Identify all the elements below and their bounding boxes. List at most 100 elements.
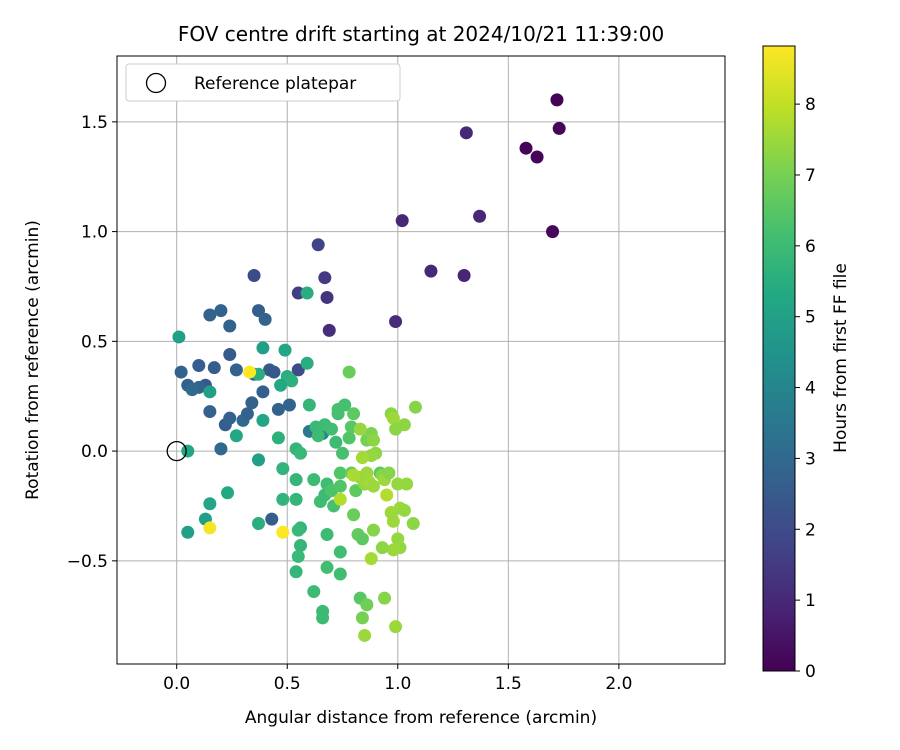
data-point [333,567,347,581]
x-tick-label: 0.0 [163,674,190,694]
data-point [229,363,243,377]
data-point [240,407,254,421]
data-point [355,532,369,546]
data-point [397,503,411,517]
colorbar-tick-label: 5 [805,308,816,328]
y-tick-label: 0.0 [81,442,108,462]
data-point [320,527,334,541]
data-point [400,477,414,491]
data-point [459,126,473,140]
data-point [247,268,261,282]
data-point [342,365,356,379]
data-point [546,225,560,239]
data-point [406,517,420,531]
data-point [207,361,221,375]
data-point [389,620,403,634]
data-point [307,473,321,487]
data-point [324,422,338,436]
x-tick-label: 2.0 [605,674,632,694]
data-point [289,473,303,487]
data-point [550,93,564,107]
data-point [302,398,316,412]
x-tick-label: 1.0 [384,674,411,694]
data-points [172,93,566,642]
data-point [333,466,347,480]
data-point [318,271,332,285]
data-point [375,541,389,555]
data-point [380,488,394,502]
data-point [338,398,352,412]
data-point [366,479,380,493]
data-point [276,492,290,506]
data-point [267,365,281,379]
colorbar-tick-label: 3 [805,449,816,469]
legend-box [125,63,401,102]
y-tick-label: 1.5 [81,113,108,133]
colorbar-tick-label: 2 [805,520,816,540]
data-point [408,400,422,414]
chart-title: FOV centre drift starting at 2024/10/21 … [178,22,664,46]
data-point [457,268,471,282]
colorbar-tick-label: 8 [805,95,816,115]
colorbar-tick-label: 0 [805,662,816,682]
data-point [530,150,544,164]
data-point [291,523,305,537]
colorbar: 0 1 2 3 4 5 6 7 8 Hours from first FF file [762,45,851,682]
data-point [256,385,270,399]
data-point [223,411,237,425]
data-point [333,492,347,506]
data-point [333,545,347,559]
colorbar-tick-label: 4 [805,379,816,399]
data-point [203,385,217,399]
data-point [424,264,438,278]
data-point [278,343,292,357]
data-point [221,486,235,500]
data-point [245,396,259,410]
data-point [333,479,347,493]
data-point [223,319,237,333]
data-point [382,466,396,480]
data-point [552,121,566,135]
data-point [386,411,400,425]
data-point [322,323,336,337]
data-point [265,512,279,526]
data-point [214,304,228,318]
data-point [360,598,374,612]
data-point [172,330,186,344]
data-point [473,209,487,223]
data-point [181,525,195,539]
data-point [347,468,361,482]
x-axis-ticks: 0.0 0.5 1.0 1.5 2.0 [163,664,632,694]
data-point [329,435,343,449]
legend: Reference platepar [125,63,401,102]
data-point [358,628,372,642]
data-point [366,523,380,537]
data-point [289,492,303,506]
data-point [353,422,367,436]
data-point [192,358,206,372]
data-point [229,429,243,443]
colorbar-gradient [762,45,796,672]
data-point [519,141,533,155]
data-point [214,442,228,456]
data-point [307,585,321,599]
data-point [355,451,369,465]
data-point [256,341,270,355]
data-point [243,365,257,379]
legend-label: Reference platepar [194,74,356,94]
y-tick-label: 0.5 [81,332,108,352]
grid [117,56,725,664]
data-point [336,446,350,460]
colorbar-ticks: 0 1 2 3 4 5 6 7 8 [795,95,816,682]
data-point [347,508,361,522]
reference-point [166,440,187,462]
data-point [291,549,305,563]
colorbar-tick-label: 6 [805,237,816,257]
legend-marker-icon [145,72,167,94]
y-tick-label: 1.0 [81,223,108,243]
data-point [289,565,303,579]
data-point [181,444,195,458]
data-point [256,413,270,427]
data-point [276,462,290,476]
data-point [378,591,392,605]
